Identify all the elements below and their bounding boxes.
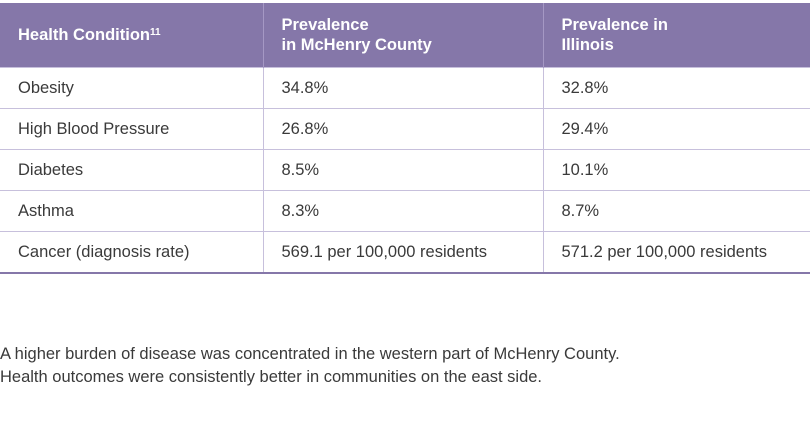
header-prevalence-illinois: Prevalence in Illinois — [542, 3, 810, 68]
cell-illinois: 10.1% — [542, 149, 810, 191]
summary-paragraph: A higher burden of disease was concentra… — [0, 343, 620, 389]
cell-condition: Obesity — [0, 67, 263, 109]
cell-mchenry: 26.8% — [262, 108, 543, 150]
cell-condition: Asthma — [0, 190, 263, 232]
table-row: Obesity 34.8% 32.8% — [0, 67, 810, 109]
cell-condition: Cancer (diagnosis rate) — [0, 231, 263, 274]
summary-line: Health outcomes were consistently better… — [0, 368, 543, 386]
table-row: Cancer (diagnosis rate) 569.1 per 100,000… — [0, 231, 810, 274]
cell-illinois: 571.2 per 100,000 residents — [542, 231, 810, 274]
header-prevalence-mchenry: Prevalence in McHenry County — [262, 3, 543, 68]
table-row: Diabetes 8.5% 10.1% — [0, 149, 810, 191]
cell-mchenry: 569.1 per 100,000 residents — [262, 231, 543, 274]
cell-illinois: 32.8% — [542, 67, 810, 109]
health-condition-table: Health Condition11 Prevalence in McHenry … — [0, 3, 810, 274]
cell-illinois: 8.7% — [542, 190, 810, 232]
cell-mchenry: 34.8% — [262, 67, 543, 109]
summary-line: A higher burden of disease was concentra… — [0, 345, 620, 363]
table-header-row: Health Condition11 Prevalence in McHenry … — [0, 3, 810, 68]
cell-condition: Diabetes — [0, 149, 263, 191]
cell-mchenry: 8.3% — [262, 190, 543, 232]
cell-condition: High Blood Pressure — [0, 108, 263, 150]
cell-mchenry: 8.5% — [262, 149, 543, 191]
footnote-ref: 11 — [149, 27, 161, 38]
table-row: High Blood Pressure 26.8% 29.4% — [0, 108, 810, 150]
table-row: Asthma 8.3% 8.7% — [0, 190, 810, 232]
header-health-condition: Health Condition11 — [0, 3, 263, 68]
cell-illinois: 29.4% — [542, 108, 810, 150]
